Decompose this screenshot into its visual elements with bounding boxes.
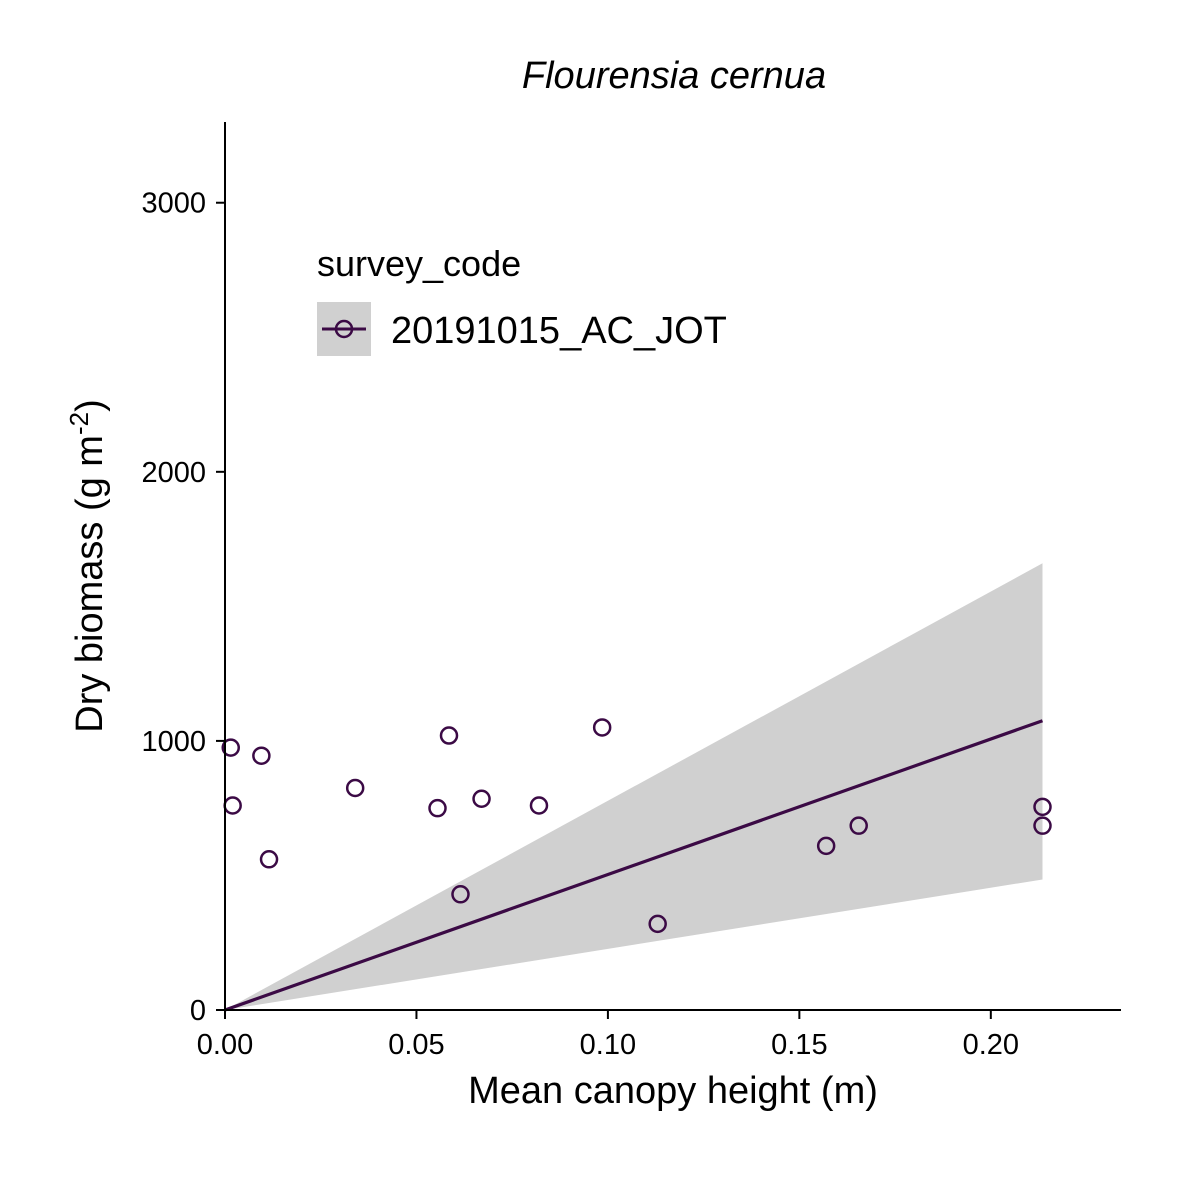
data-point (529, 796, 549, 815)
y-axis-label: Dry biomass (g m-2) (64, 399, 111, 733)
y-axis-label-sup: -2 (64, 412, 94, 435)
data-point (428, 798, 447, 818)
data-point (345, 778, 365, 798)
legend-key-marker (334, 319, 354, 339)
x-tick-label: 0.15 (771, 1029, 827, 1061)
confidence-band (225, 563, 1043, 1010)
fit-line (224, 719, 1044, 1012)
data-point (1033, 816, 1052, 835)
y-tick-label: 1000 (141, 726, 206, 758)
chart-title: Flourensia cernua (522, 55, 826, 97)
x-axis-label: Mean canopy height (m) (468, 1070, 878, 1112)
data-point (648, 914, 667, 934)
data-point (816, 836, 836, 856)
y-tick-label: 3000 (141, 188, 206, 220)
data-point (849, 816, 868, 835)
legend-title: survey_code (317, 243, 521, 284)
data-point (439, 726, 459, 745)
data-points (221, 718, 1052, 934)
legend-entry-label: 20191015_AC_JOT (391, 310, 727, 352)
data-point (472, 789, 491, 809)
data-point (259, 850, 279, 869)
x-tick-label: 0.05 (388, 1029, 444, 1061)
x-tick-label: 0.00 (197, 1029, 253, 1061)
x-tick-label: 0.10 (580, 1029, 636, 1061)
legend: survey_code 20191015_AC_JOT (317, 243, 727, 356)
x-axis-ticks: 0.00 0.05 0.10 0.15 0.20 (197, 1010, 1019, 1061)
data-point (252, 746, 271, 765)
data-point (1033, 797, 1052, 817)
y-tick-label: 2000 (141, 457, 206, 489)
data-point (221, 738, 240, 757)
data-point (592, 718, 612, 737)
x-tick-label: 0.20 (963, 1029, 1019, 1061)
data-point (451, 885, 470, 904)
y-axis-ticks: 0 1000 2000 3000 (141, 188, 225, 1027)
y-axis-label-main: Dry biomass (g m (69, 435, 111, 733)
y-tick-label: 0 (190, 995, 206, 1027)
y-axis-label-close: ) (69, 399, 111, 412)
